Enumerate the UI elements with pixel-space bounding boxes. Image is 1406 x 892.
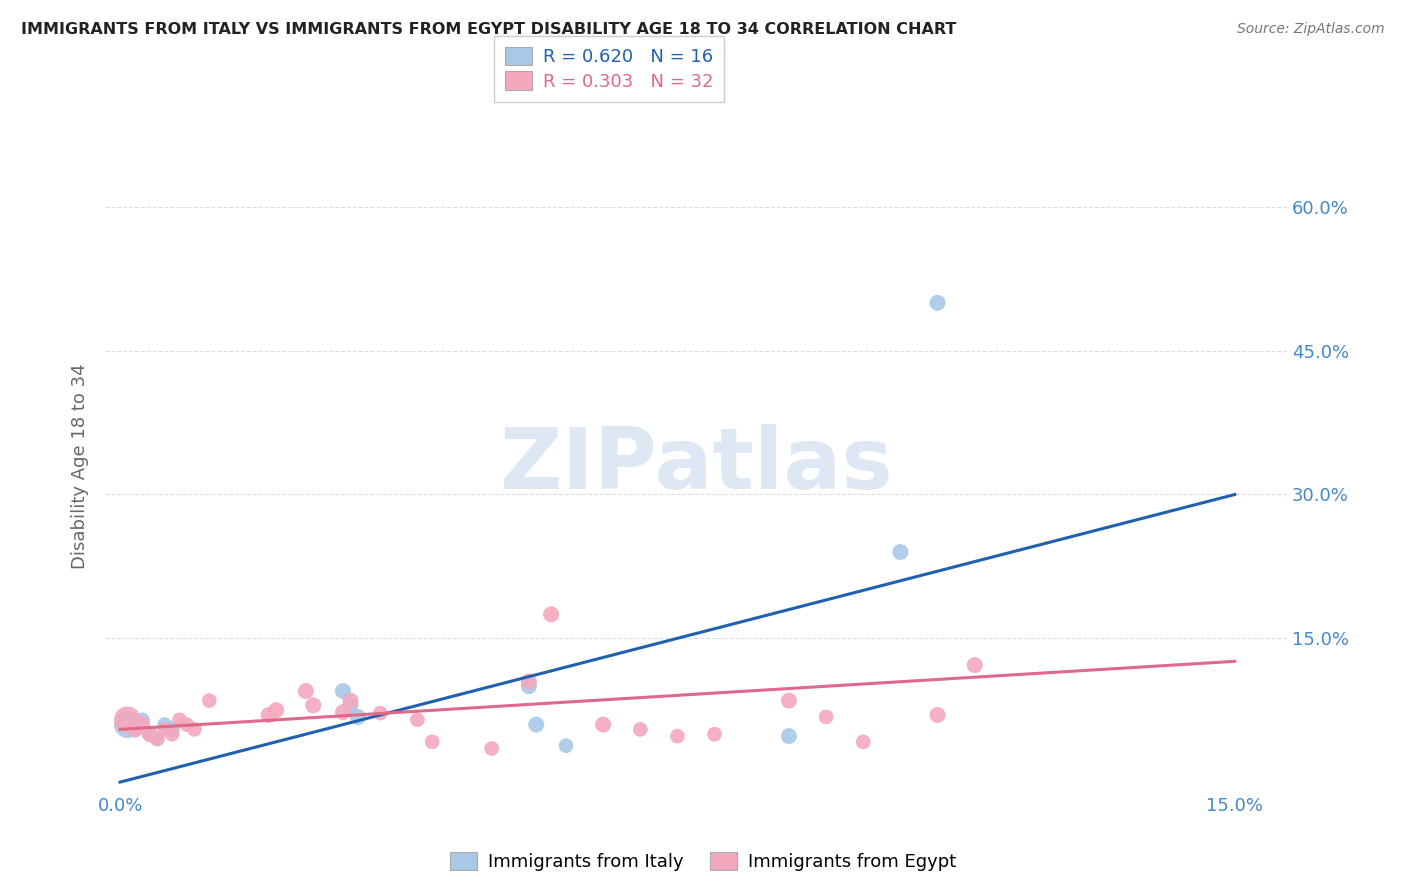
Point (160, 723, 183, 737)
Point (927, 708, 949, 723)
Point (169, 713, 191, 727)
Point (302, 698, 325, 713)
Point (406, 713, 429, 727)
Point (540, 607, 562, 622)
Point (778, 729, 800, 743)
Point (347, 710, 370, 724)
Point (481, 741, 503, 756)
Point (131, 713, 153, 727)
Point (264, 703, 287, 717)
Point (124, 723, 146, 737)
Point (257, 708, 280, 723)
Point (927, 295, 949, 310)
Point (666, 729, 689, 743)
Point (332, 684, 354, 698)
Y-axis label: Disability Age 18 to 34: Disability Age 18 to 34 (72, 363, 89, 568)
Point (332, 705, 354, 719)
Point (963, 658, 986, 673)
Point (815, 710, 838, 724)
Point (517, 679, 540, 693)
Point (420, 735, 443, 749)
Point (555, 739, 578, 753)
Point (778, 693, 800, 707)
Point (295, 684, 318, 698)
Point (368, 706, 391, 720)
Point (339, 693, 361, 707)
Point (139, 727, 162, 741)
Point (703, 727, 725, 741)
Text: Source: ZipAtlas.com: Source: ZipAtlas.com (1237, 22, 1385, 37)
Point (628, 723, 651, 737)
Point (153, 723, 176, 737)
Point (852, 735, 875, 749)
Point (524, 717, 547, 731)
Legend: Immigrants from Italy, Immigrants from Egypt: Immigrants from Italy, Immigrants from E… (443, 845, 963, 879)
Point (198, 693, 221, 707)
Legend: R = 0.620   N = 16, R = 0.303   N = 32: R = 0.620 N = 16, R = 0.303 N = 32 (494, 36, 724, 102)
Point (124, 723, 146, 737)
Point (339, 698, 361, 713)
Point (131, 717, 153, 731)
Point (146, 731, 169, 746)
Text: IMMIGRANTS FROM ITALY VS IMMIGRANTS FROM EGYPT DISABILITY AGE 18 TO 34 CORRELATI: IMMIGRANTS FROM ITALY VS IMMIGRANTS FROM… (21, 22, 956, 37)
Point (176, 717, 198, 731)
Point (153, 717, 176, 731)
Point (160, 727, 183, 741)
Point (146, 731, 169, 746)
Point (889, 545, 911, 559)
Point (117, 717, 139, 731)
Point (183, 723, 205, 737)
Point (517, 674, 540, 689)
Point (117, 713, 139, 727)
Text: ZIPatlas: ZIPatlas (499, 425, 893, 508)
Point (139, 727, 162, 741)
Point (592, 717, 614, 731)
